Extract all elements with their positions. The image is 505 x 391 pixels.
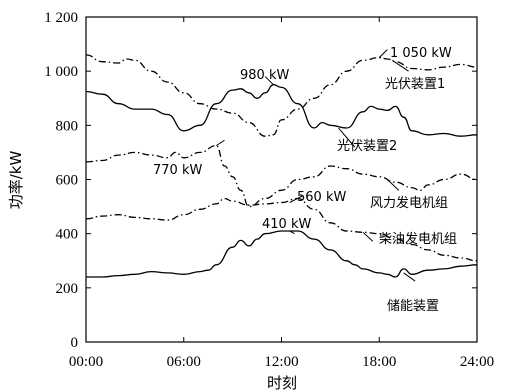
series-line-wind bbox=[85, 144, 478, 208]
y-tick-label: 200 bbox=[56, 281, 79, 297]
x-tick-label: 00:00 bbox=[69, 354, 103, 370]
x-tick-label: 06:00 bbox=[167, 354, 201, 370]
leader-wind bbox=[387, 179, 400, 191]
y-tick-label: 1 000 bbox=[44, 64, 78, 80]
leader-1050kw bbox=[378, 49, 388, 58]
series-label-wind: 风力发电机组 bbox=[370, 195, 448, 211]
series-layer bbox=[85, 54, 478, 278]
x-axis-title: 时刻 bbox=[267, 374, 297, 391]
y-tick-label: 600 bbox=[56, 173, 79, 189]
leader-pv1 bbox=[392, 59, 409, 72]
series-line-pv2 bbox=[85, 84, 478, 137]
annotation-770kw: 770 kW bbox=[153, 163, 202, 178]
series-line-pv1 bbox=[85, 54, 478, 137]
plot-area bbox=[85, 16, 478, 343]
y-tick-label: 800 bbox=[56, 118, 79, 134]
series-line-diesel bbox=[85, 197, 478, 262]
y-tick-label: 400 bbox=[56, 227, 79, 243]
leader-560kw bbox=[289, 195, 303, 203]
y-tick-label: 0 bbox=[71, 335, 79, 351]
series-label-pv1: 光伏装置1 bbox=[385, 77, 445, 92]
x-tick-label: 12:00 bbox=[264, 354, 298, 370]
annotation-980kw: 980 kW bbox=[240, 68, 289, 83]
series-label-storage: 储能装置 bbox=[387, 299, 439, 314]
series-label-pv2: 光伏装置2 bbox=[337, 139, 397, 154]
y-axis-title: 功率/kW bbox=[7, 151, 25, 210]
annotation-560kw: 560 kW bbox=[297, 190, 346, 205]
series-label-diesel: 柴油发电机组 bbox=[379, 231, 457, 247]
label-leaders bbox=[216, 49, 416, 282]
axis-ticks: 00:00 06:00 12:00 18:00 24:00 0 200 400 600 800 1 … bbox=[44, 10, 494, 370]
leader-980kw bbox=[264, 76, 274, 86]
series-line-storage bbox=[86, 230, 478, 278]
annotation-410kw: 410 kW bbox=[262, 217, 311, 232]
plot-frame bbox=[85, 16, 478, 343]
leader-diesel bbox=[362, 231, 374, 242]
leader-410kw bbox=[289, 230, 295, 235]
x-tick-label: 24:00 bbox=[460, 354, 494, 370]
leader-pv2 bbox=[338, 127, 356, 148]
leader-770kw bbox=[216, 139, 225, 147]
leader-storage bbox=[403, 272, 416, 282]
y-tick-label: 1 200 bbox=[44, 10, 78, 26]
x-tick-label: 18:00 bbox=[362, 354, 396, 370]
annotation-1050kw: 1 050 kW bbox=[390, 46, 452, 61]
